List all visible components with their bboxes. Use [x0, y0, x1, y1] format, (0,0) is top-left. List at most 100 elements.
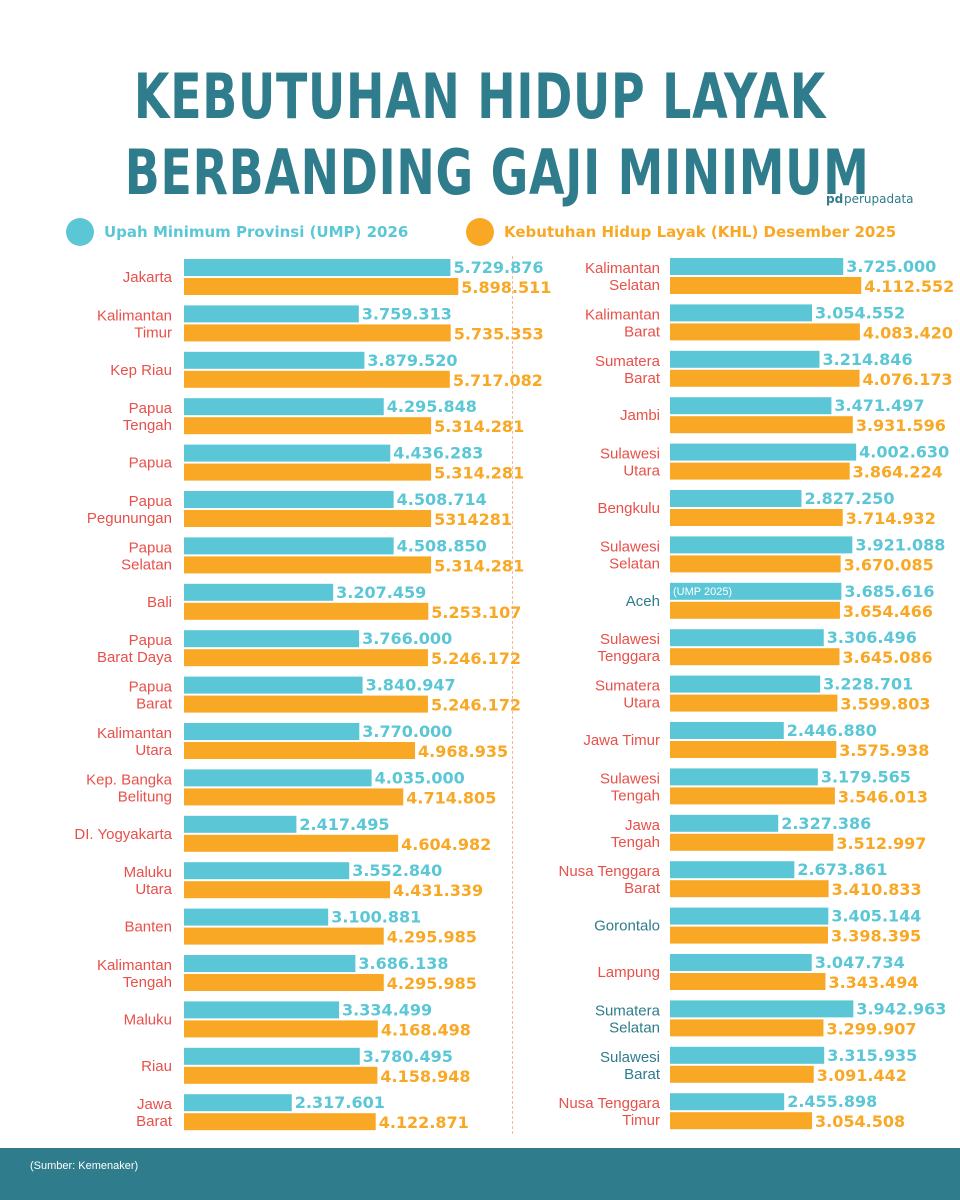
khl-value-label: 3.575.938: [839, 741, 929, 760]
ump-value-label: 3.334.499: [342, 1000, 432, 1019]
khl-value-label: 4.122.871: [379, 1113, 469, 1132]
category-label-line: Bali: [147, 594, 172, 611]
khl-value-label: 5.717.082: [453, 371, 543, 390]
ump-bar: [670, 258, 844, 275]
category-label: Kalimantan Barat: [585, 306, 661, 340]
legend-khl-label: Kebutuhan Hidup Layak (KHL) Desember 202…: [504, 223, 897, 241]
category-label-line: Kep. Bangka: [86, 771, 173, 788]
ump-value-label: 2.446.880: [787, 721, 877, 740]
category-label: Kalimantan Tengah: [97, 957, 172, 991]
ump-note: (UMP 2025): [673, 586, 732, 598]
category-label: Maluku: [124, 1011, 172, 1028]
khl-bar: [184, 278, 459, 295]
khl-bar: [670, 1019, 824, 1037]
category-label: Aceh: [626, 593, 660, 610]
ump-value-label: 3.552.840: [352, 861, 442, 880]
category-label-line: Timur: [622, 1112, 660, 1129]
category-label-line: Tengah: [611, 787, 660, 804]
category-label: Jawa Tengah: [611, 817, 661, 851]
khl-bar: [670, 323, 860, 341]
khl-bar: [184, 602, 429, 620]
ump-bar: [184, 630, 360, 648]
category-label-line: Lampung: [597, 964, 660, 981]
category-label-line: Papua: [129, 632, 173, 649]
ump-value-label: 4.002.630: [859, 443, 949, 462]
category-label: DI. Yogyakarta: [74, 826, 172, 843]
khl-value-label: 4.083.420: [863, 323, 953, 342]
category-label: Papua Pegunungan: [87, 493, 173, 527]
legend-ump: Upah Minimum Provinsi (UMP) 2026: [66, 218, 408, 246]
ump-bar: [184, 676, 363, 694]
ump-bar: [184, 351, 365, 369]
category-label: Papua: [129, 455, 173, 472]
category-label-line: Barat Daya: [97, 649, 173, 666]
category-label-line: Maluku: [124, 1011, 172, 1028]
category-label-line: Tengah: [611, 834, 660, 851]
category-label: Banten: [124, 919, 172, 936]
category-label-line: Sulawesi: [600, 631, 660, 648]
ump-bar: [670, 304, 813, 322]
category-label: Sumatera Selatan: [595, 1002, 661, 1036]
category-label-line: Pegunungan: [87, 510, 172, 527]
khl-bar: [670, 601, 840, 619]
category-label: Riau: [141, 1058, 172, 1075]
ump-value-label: 4.295.848: [387, 397, 477, 416]
ump-value-label: 4.035.000: [375, 768, 465, 787]
category-label-line: Sulawesi: [600, 1049, 660, 1066]
khl-bar: [670, 277, 862, 294]
ump-bar: [184, 444, 391, 462]
category-label: Kalimantan Timur: [97, 307, 172, 341]
category-label-line: Papua: [129, 539, 173, 556]
category-label: Papua Selatan: [121, 539, 173, 573]
category-label-line: Tengah: [123, 417, 172, 434]
category-label-line: Selatan: [609, 555, 660, 572]
category-label-line: Jambi: [620, 407, 660, 424]
khl-value-label: 4.968.935: [418, 742, 508, 761]
ump-value-label: 2.327.386: [781, 814, 871, 833]
category-label-line: Jawa: [137, 1096, 173, 1113]
ump-bar: [670, 814, 779, 832]
khl-value-label: 3.410.833: [832, 880, 922, 899]
category-label-line: Papua: [129, 455, 173, 472]
khl-value-label: 3.398.395: [831, 927, 921, 946]
category-label-line: Selatan: [609, 277, 660, 294]
ump-bar: [670, 954, 812, 971]
ump-value-label: 3.214.846: [822, 350, 912, 369]
ump-bar: [184, 537, 394, 555]
ump-bar: [184, 862, 350, 880]
ump-bar: [670, 1000, 854, 1018]
ump-value-label: 3.207.459: [336, 583, 426, 602]
ump-bar: [670, 536, 853, 554]
ump-bar: [184, 259, 451, 276]
legend-khl-swatch: [466, 218, 494, 246]
category-label-line: Kalimantan: [97, 957, 172, 974]
ump-value-label: 3.179.565: [821, 767, 911, 786]
khl-value-label: 4.295.985: [387, 974, 477, 993]
category-label: Kalimantan Utara: [97, 725, 173, 759]
category-label-line: Utara: [135, 881, 172, 898]
category-label-line: Kalimantan: [97, 725, 172, 742]
khl-bar: [670, 555, 841, 573]
ump-bar: [670, 397, 832, 415]
khl-bar: [184, 1113, 376, 1131]
khl-value-label: 5.246.172: [431, 696, 521, 715]
khl-bar: [184, 834, 399, 852]
ump-value-label: 3.921.088: [855, 535, 945, 554]
ump-value-label: 3.047.734: [815, 953, 905, 972]
ump-value-label: 3.879.520: [367, 351, 457, 370]
category-label-line: Banten: [124, 919, 172, 936]
khl-value-label: 3.645.086: [842, 648, 932, 667]
